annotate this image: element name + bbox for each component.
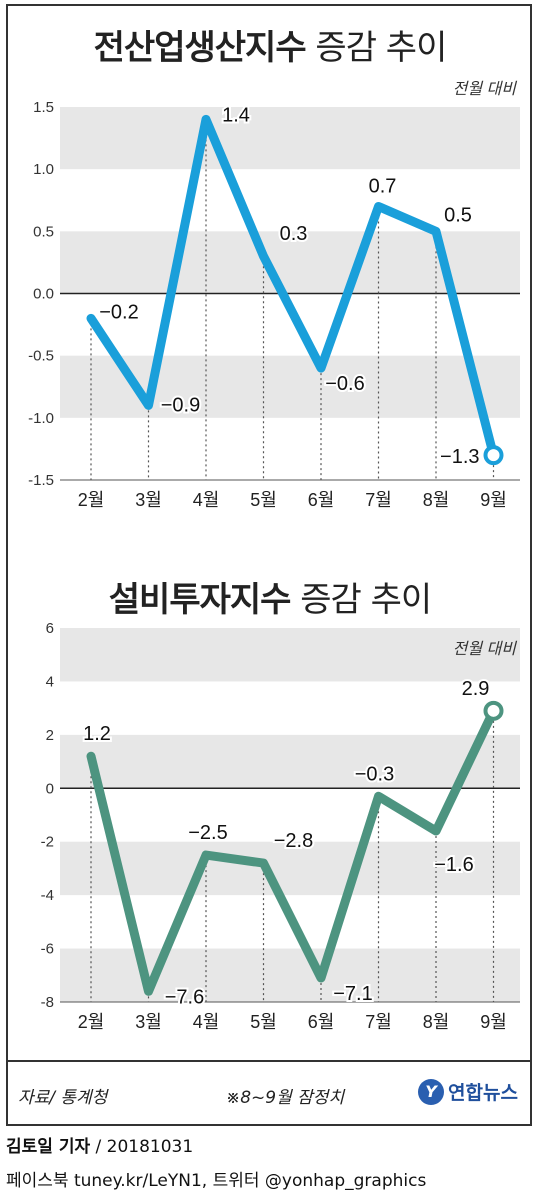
chart1-xtick-label: 9월: [480, 490, 507, 510]
chart1-title: 전산업생산지수 증감 추이: [0, 20, 540, 69]
chart1-ytick-label: 0.0: [33, 286, 54, 303]
chart1-series-line: [86, 114, 498, 460]
chart2-unit-note: 전월 대비: [453, 640, 518, 658]
chart1-band: [60, 107, 520, 170]
chart2-data-label: −1.6: [434, 854, 473, 876]
chart2-band: [60, 734, 520, 789]
chart2-last-point-marker: [483, 700, 504, 721]
chart1-xtick-label: 4월: [193, 490, 220, 510]
graphic-frame: [6, 4, 532, 1126]
chart2-ytick-label: -4: [41, 887, 54, 904]
chart1-ytick-label: 0.5: [33, 223, 54, 240]
chart1-xtick-label: 2월: [78, 490, 105, 510]
reporter-credit: 김토일 기자 / 20181031: [6, 1132, 193, 1157]
chart1-title-bold: 전산업생산지수: [93, 28, 307, 68]
chart2-svg: 6 4 2 0 -2 -4 -6 -8 전월 대비 2월 3월 4월 5월 6월 7월 8월 9월 1.2 −7.6…: [41, 620, 520, 1032]
chart1-data-label: −0.2: [99, 301, 138, 323]
yonhap-logo-text: 연합뉴스: [448, 1082, 518, 1104]
chart2-ytick-label: -8: [41, 994, 54, 1011]
reporter-name: 김토일 기자: [6, 1137, 91, 1157]
chart1-band: [60, 355, 520, 418]
chart2-xtick-label: 4월: [193, 1012, 220, 1032]
yonhap-logo-icon: Y: [418, 1078, 444, 1105]
chart1-ytick-label: -1.5: [28, 472, 54, 489]
footer-divider: [6, 1060, 532, 1062]
chart1-data-label: 1.4: [222, 104, 250, 126]
chart2-xtick-label: 9월: [480, 1012, 507, 1032]
chart1-ytick-label: -0.5: [28, 348, 54, 365]
chart2-data-label: −7.6: [165, 986, 204, 1008]
chart1-svg: 1.5 1.0 0.5 0.0 -0.5 -1.0 -1.5 전월 대비 2월 3월 4월 5월 6월 7…: [28, 80, 520, 510]
chart1-last-point-marker: [483, 445, 504, 466]
chart2-xtick-label: 3월: [135, 1012, 162, 1032]
chart1-data-label: −0.9: [161, 394, 200, 416]
chart2-data-label: 1.2: [83, 723, 111, 745]
provisional-note: ※8~9월 잠정치: [226, 1088, 345, 1108]
chart2-title-rest: 증감 추이: [300, 580, 432, 620]
chart2-band: [60, 948, 520, 1002]
chart1-data-label: 0.7: [369, 175, 397, 197]
chart1-xtick-label: 6월: [308, 490, 335, 510]
source-text: 자료/ 통계청: [18, 1088, 108, 1108]
chart1-title-rest: 증감 추이: [315, 28, 447, 68]
chart1-xtick-label: 5월: [250, 490, 277, 510]
chart2-xtick-label: 8월: [423, 1012, 450, 1032]
chart2-data-label: −0.3: [355, 763, 394, 785]
chart1-data-label: 0.3: [280, 223, 308, 245]
chart2-xtick-label: 7월: [365, 1012, 392, 1032]
chart1-unit-note: 전월 대비: [453, 80, 518, 98]
chart2-ytick-label: 4: [46, 673, 54, 690]
chart2-data-label: −7.1: [333, 983, 372, 1005]
yonhap-logo: Y 연합뉴스: [418, 1078, 518, 1105]
chart2-data-label: −2.8: [274, 830, 313, 852]
chart1-ytick-label: -1.0: [28, 410, 54, 427]
chart2-xtick-label: 5월: [250, 1012, 277, 1032]
chart1-xtick-label: 7월: [365, 490, 392, 510]
chart2-ytick-label: 0: [46, 780, 54, 797]
chart2-title-bold: 설비투자지수: [108, 580, 292, 620]
chart1-data-label: 0.5: [444, 204, 472, 226]
chart2-ytick-label: 6: [46, 620, 54, 637]
chart1-ytick-label: 1.0: [33, 161, 54, 178]
chart1-xtick-label: 3월: [135, 490, 162, 510]
chart2-xtick-label: 2월: [78, 1012, 105, 1032]
chart2-series-line: [86, 706, 498, 996]
chart1-xtick-label: 8월: [423, 490, 450, 510]
chart2-title: 설비투자지수 증감 추이: [0, 572, 540, 621]
chart2-ytick-label: 2: [46, 727, 54, 744]
publish-date: / 20181031: [90, 1137, 194, 1157]
chart2-data-label: 2.9: [462, 678, 490, 700]
chart2-band: [60, 628, 520, 682]
chart1-ytick-label: 1.5: [33, 99, 54, 116]
chart2-data-label: −2.5: [188, 822, 227, 844]
chart1-data-label: −0.6: [325, 373, 364, 395]
chart2-ytick-label: -2: [41, 834, 54, 851]
chart2-ytick-label: -6: [41, 941, 54, 958]
social-links: 페이스북 tuney.kr/LeYN1, 트위터 @yonhap_graphic…: [6, 1171, 427, 1191]
chart1-data-label: −1.3: [440, 446, 479, 468]
chart2-band: [60, 841, 520, 896]
chart2-xtick-label: 6월: [308, 1012, 335, 1032]
